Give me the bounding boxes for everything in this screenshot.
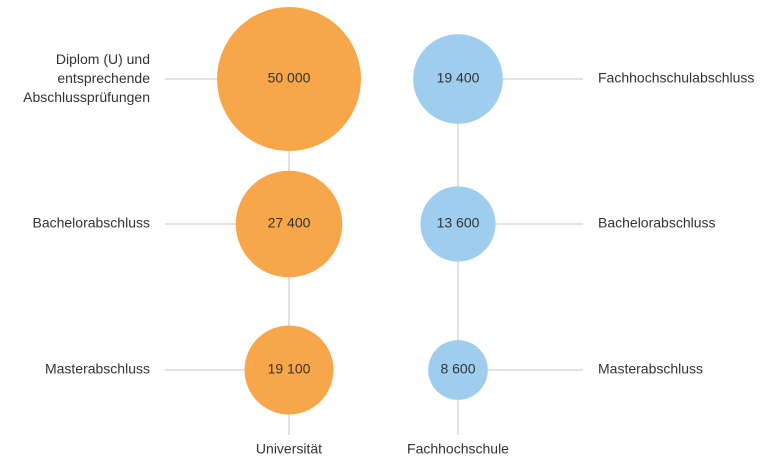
category-label: Masterabschluss	[45, 361, 150, 377]
value-label: 50 000	[268, 70, 311, 86]
bubble	[428, 340, 488, 400]
value-label: 8 600	[440, 361, 475, 377]
bubble	[420, 186, 496, 262]
category-label: Masterabschluss	[598, 361, 703, 377]
value-label: 27 400	[268, 215, 311, 231]
value-label: 19 100	[268, 361, 311, 377]
category-label: Fachhochschulabschluss	[598, 70, 754, 86]
value-label: 13 600	[437, 215, 480, 231]
bubble	[235, 170, 343, 278]
column-label: Universität	[256, 441, 322, 457]
category-label: Bachelorabschluss	[598, 215, 716, 231]
category-label: Diplom (U) und entsprechende Abschlussprüf…	[23, 51, 150, 105]
category-label: Bachelorabschluss	[32, 215, 150, 231]
bubble	[413, 34, 503, 124]
bubble	[217, 7, 361, 151]
column-label: Fachhochschule	[407, 441, 509, 457]
bubble	[244, 325, 334, 415]
value-label: 19 400	[437, 70, 480, 86]
